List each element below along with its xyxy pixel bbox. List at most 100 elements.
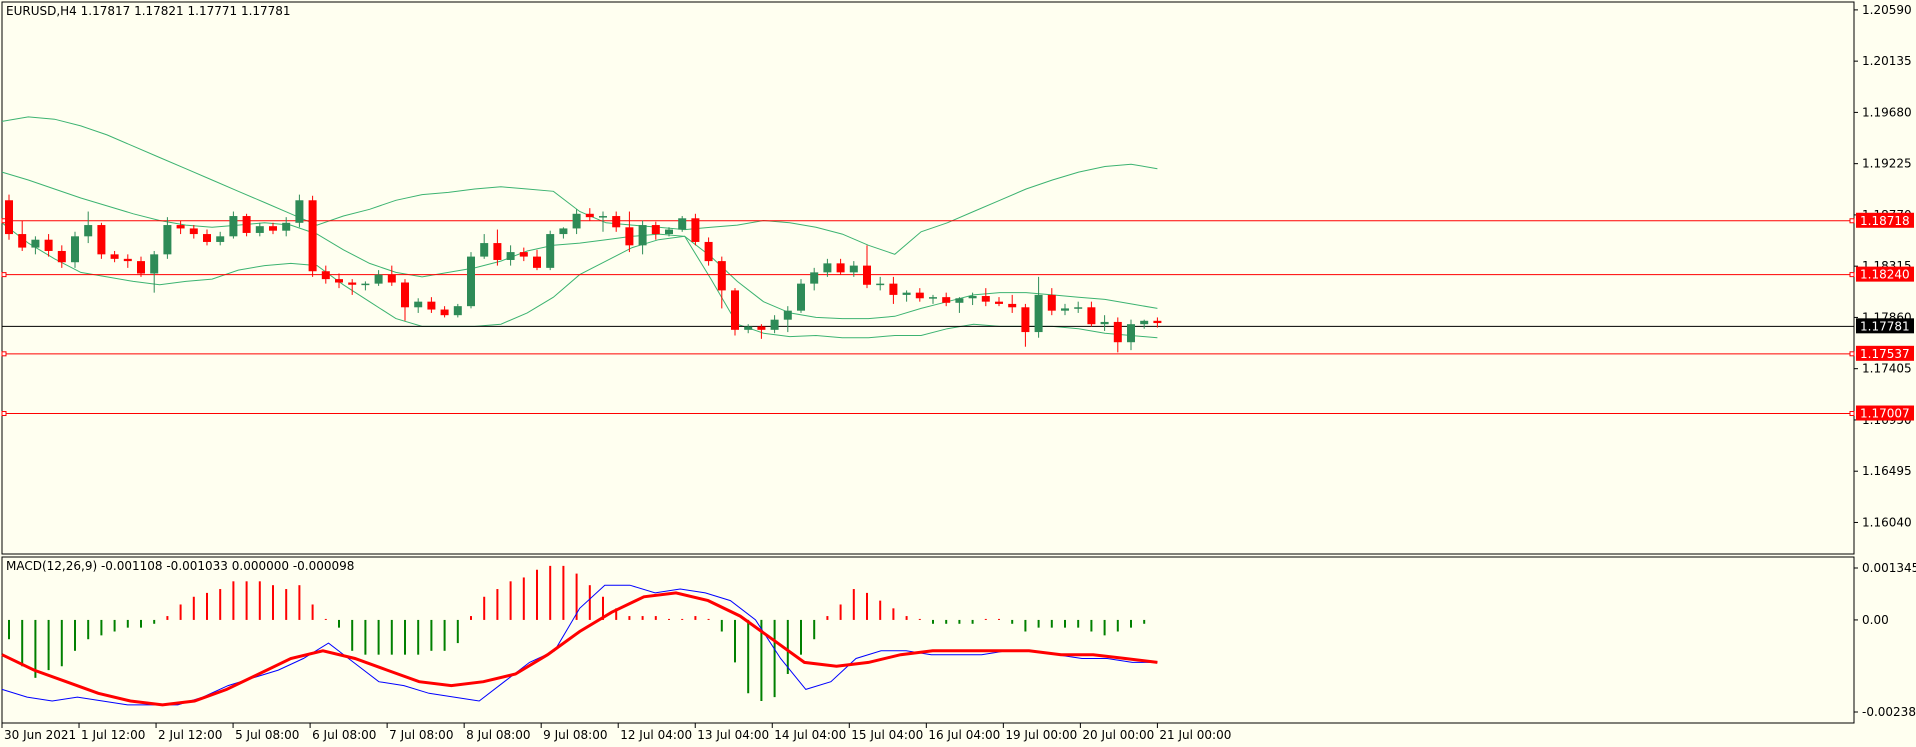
price-tick-label-7: 1.17405 <box>1862 362 1912 376</box>
candle-body-44 <box>585 213 594 218</box>
macd-axis: 0.001345 0.00 -0.002385 <box>1854 561 1916 719</box>
macd-panel-frame <box>1 556 1855 724</box>
candle-body-22 <box>295 200 304 223</box>
candle-body-38 <box>506 252 515 260</box>
candle-body-87 <box>1153 320 1162 324</box>
candle-body-70 <box>929 297 937 299</box>
candle-body-62 <box>823 263 832 273</box>
candle-body-41 <box>546 234 555 268</box>
hline-anchor-left-1 <box>1 272 7 278</box>
macd-tick-label-1: 0.00 <box>1862 613 1889 627</box>
candle-body-65 <box>863 265 871 285</box>
time-tick-label-8: 12 Jul 04:00 <box>620 728 692 742</box>
time-tick-label-5: 7 Jul 08:00 <box>389 728 453 742</box>
candle-body-2 <box>31 239 40 248</box>
candle-body-4 <box>57 250 66 263</box>
candle-body-21 <box>282 222 291 231</box>
candle-body-68 <box>902 292 911 295</box>
candle-body-30 <box>401 282 409 308</box>
current-price-label-bg <box>1856 318 1914 334</box>
price-tick-label-0: 1.20590 <box>1862 3 1912 17</box>
macd-info: MACD(12,26,9) -0.001108 -0.001033 0.0000… <box>6 559 354 573</box>
candle-body-63 <box>836 263 845 273</box>
candle-body-66 <box>876 283 885 286</box>
time-tick-label-11: 15 Jul 04:00 <box>851 728 923 742</box>
candle-body-11 <box>150 254 159 274</box>
candle-body-80 <box>1061 308 1069 311</box>
candle-body-53 <box>704 241 713 262</box>
candle-body-13 <box>176 225 185 229</box>
hline-anchor-left-3 <box>1 411 7 417</box>
candle-body-39 <box>519 252 528 257</box>
bollinger-middle-band <box>1 171 1158 320</box>
price-tick-label-9: 1.16495 <box>1862 464 1912 478</box>
candle-body-54 <box>717 261 726 291</box>
candle-body-61 <box>810 272 819 284</box>
candle-body-69 <box>915 292 924 299</box>
candle-body-76 <box>1008 303 1017 308</box>
hline-price-label-2: 1.17537 <box>1860 347 1910 361</box>
candle-body-32 <box>427 301 436 310</box>
price-tick-label-2: 1.19680 <box>1862 105 1912 119</box>
candle-body-6 <box>84 225 93 237</box>
candle-body-23 <box>308 200 317 272</box>
candle-body-19 <box>255 226 264 233</box>
candle-body-29 <box>387 274 396 283</box>
macd-signal-line <box>1 591 1158 707</box>
time-tick-label-6: 8 Jul 08:00 <box>466 728 530 742</box>
candle-body-15 <box>203 234 211 242</box>
candle-body-35 <box>467 256 475 307</box>
candle-body-33 <box>440 309 449 316</box>
candle-body-72 <box>955 298 964 303</box>
candle-body-51 <box>678 218 687 230</box>
time-tick-label-0: 30 Jun 2021 <box>4 728 76 742</box>
time-tick-label-12: 16 Jul 04:00 <box>928 728 1000 742</box>
candle-body-67 <box>889 283 898 295</box>
time-tick-label-3: 5 Jul 08:00 <box>235 728 299 742</box>
candle-body-16 <box>216 236 225 242</box>
current-price-label: 1.17781 <box>1860 319 1910 333</box>
candle-body-28 <box>374 274 383 284</box>
candle-body-8 <box>110 254 119 259</box>
candle-body-20 <box>269 226 277 231</box>
candle-body-10 <box>137 261 145 274</box>
hline-price-label-0: 1.18718 <box>1860 214 1910 228</box>
candle-body-34 <box>453 306 462 316</box>
hline-price-label-bg-0 <box>1856 212 1914 228</box>
time-tick-label-7: 9 Jul 08:00 <box>543 728 607 742</box>
candle-body-60 <box>797 283 805 311</box>
candle-body-9 <box>123 258 132 262</box>
candle-body-1 <box>18 234 27 248</box>
candle-body-24 <box>321 271 330 280</box>
candle-body-78 <box>1034 294 1043 333</box>
candle-body-58 <box>770 319 779 330</box>
candle-body-84 <box>1113 321 1122 343</box>
time-tick-label-10: 14 Jul 04:00 <box>774 728 846 742</box>
candle-body-7 <box>97 225 106 255</box>
candle-body-79 <box>1047 294 1056 311</box>
candle-body-47 <box>625 227 634 246</box>
candle-body-75 <box>995 301 1003 304</box>
candle-body-43 <box>572 213 581 229</box>
candle-body-85 <box>1127 324 1135 343</box>
time-tick-label-2: 2 Jul 12:00 <box>158 728 222 742</box>
candle-body-27 <box>361 283 370 286</box>
candle-body-55 <box>731 290 739 330</box>
macd-tick-label-0: 0.001345 <box>1862 561 1916 575</box>
hline-anchor-left-2 <box>1 351 7 357</box>
price-panel-frame <box>1 1 1855 555</box>
macd-tick-label-2: -0.002385 <box>1862 705 1916 719</box>
candle-body-59 <box>783 310 792 320</box>
candle-body-42 <box>559 228 568 235</box>
hline-price-label-3: 1.17007 <box>1860 407 1910 421</box>
candle-body-18 <box>242 216 251 233</box>
candle-body-25 <box>335 279 343 283</box>
price-tick-label-1: 1.20135 <box>1862 54 1912 68</box>
candle-body-52 <box>691 218 700 242</box>
hline-anchor-right-2 <box>1849 351 1855 357</box>
candle-body-73 <box>968 296 977 299</box>
symbol-info: EURUSD,H4 1.17817 1.17821 1.17771 1.1778… <box>6 4 291 18</box>
hline-anchor-right-1 <box>1849 272 1855 278</box>
